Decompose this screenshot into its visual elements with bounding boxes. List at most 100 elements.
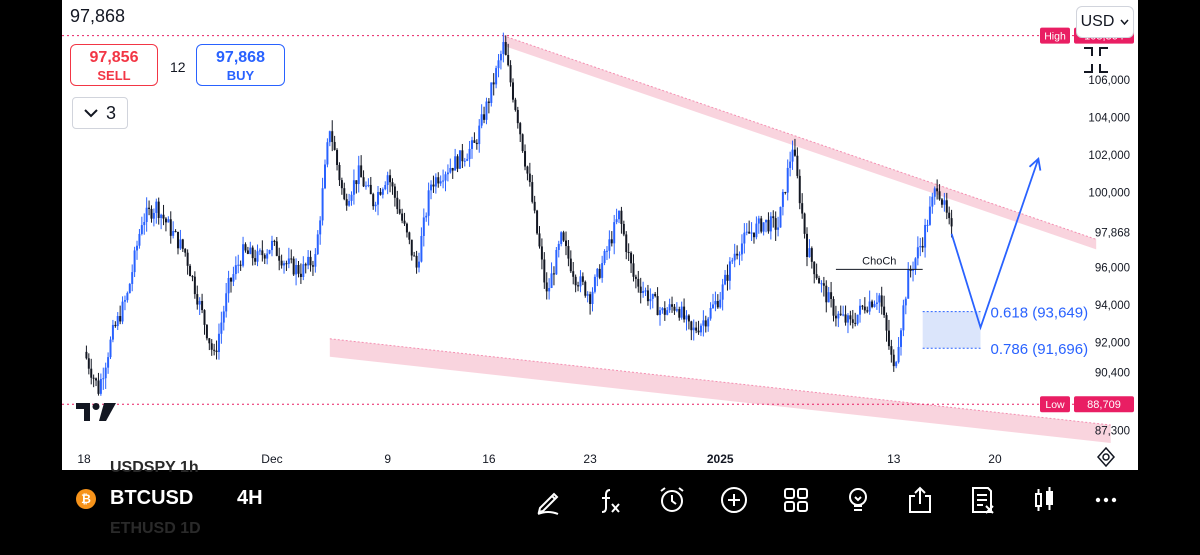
candle-body: [189, 265, 192, 277]
candle-body: [461, 150, 464, 162]
add-icon[interactable]: [718, 484, 750, 516]
layout-icon[interactable]: [780, 484, 812, 516]
candle-body: [738, 254, 741, 256]
candle-body: [256, 251, 259, 262]
candle-body: [750, 232, 753, 234]
candle-body: [637, 278, 640, 287]
sell-button[interactable]: 97,856 SELL: [70, 44, 158, 86]
candle-body: [497, 60, 500, 69]
candle-body: [668, 304, 671, 311]
candle-body: [364, 185, 367, 187]
candle-body: [237, 264, 240, 266]
candle-body: [803, 213, 806, 234]
watchlist-icon[interactable]: [966, 484, 998, 516]
candle-body: [249, 247, 252, 254]
candle-body: [345, 199, 348, 206]
candle-body: [793, 149, 796, 156]
alarm-icon[interactable]: [656, 484, 688, 516]
candle-body: [157, 201, 160, 219]
prev-symbol[interactable]: USDSPY 1h: [110, 459, 199, 476]
candle-body: [386, 175, 389, 185]
candle-body: [340, 180, 343, 189]
indicators-collapse-button[interactable]: 3: [72, 97, 128, 129]
candle-body: [167, 219, 170, 223]
candle-body: [887, 330, 890, 347]
chart-type-icon[interactable]: [1028, 484, 1060, 516]
timeframe-button[interactable]: 4H: [237, 487, 263, 509]
chevron-down-icon: [84, 109, 98, 118]
candle-body: [150, 208, 153, 219]
more-icon[interactable]: [1090, 484, 1122, 516]
candle-body: [114, 324, 117, 327]
candle-body: [673, 306, 676, 311]
candle-body: [97, 380, 100, 394]
candle-body: [639, 286, 642, 294]
candle-body: [164, 218, 167, 223]
upper-channel-edge: [503, 35, 1097, 240]
candle-body: [519, 123, 522, 135]
candle-body: [938, 191, 941, 200]
draw-icon[interactable]: [532, 484, 564, 516]
candle-body: [140, 225, 143, 234]
next-symbol[interactable]: ETHUSD 1D: [110, 520, 201, 537]
candle-body: [362, 177, 365, 187]
candle-body: [499, 53, 502, 61]
candle-body: [398, 209, 401, 214]
candle-body: [601, 263, 604, 278]
candle-body: [716, 300, 719, 308]
candle-body: [777, 227, 780, 230]
candle-body: [155, 201, 158, 213]
candle-body: [521, 134, 524, 152]
candle-body: [781, 192, 784, 207]
candle-body: [396, 197, 399, 210]
chevron-down-icon: [1120, 19, 1129, 25]
formula-icon[interactable]: [594, 484, 626, 516]
candle-body: [251, 247, 254, 259]
candle-body: [796, 155, 799, 176]
price-tick-label: 87,300: [1095, 426, 1130, 438]
candle-body: [131, 272, 134, 284]
candle-body: [278, 255, 281, 261]
candle-body: [338, 165, 341, 181]
fullscreen-corner: [1099, 64, 1108, 73]
candle-body: [145, 207, 148, 223]
price-chart[interactable]: 0.618 (93,649) 0.786 (91,696) ChoCh 106,000…: [62, 0, 1138, 470]
candle-body: [217, 333, 220, 353]
candle-body: [280, 260, 283, 266]
buy-button[interactable]: 97,868 BUY: [196, 44, 285, 86]
settings-icon[interactable]: [1096, 447, 1116, 467]
candle-body: [726, 274, 729, 281]
candle-body: [765, 219, 768, 223]
time-tick-label: 9: [384, 452, 391, 466]
candle-body: [319, 220, 322, 235]
candle-body: [675, 309, 678, 311]
candle-body: [422, 217, 425, 236]
candle-body: [598, 268, 601, 278]
candle-body: [550, 273, 553, 288]
candle-body: [138, 233, 141, 246]
currency-selector[interactable]: USD: [1076, 6, 1134, 38]
candle-body: [389, 175, 392, 183]
candle-body: [273, 240, 276, 242]
candle-body: [417, 261, 420, 268]
candle-body: [372, 194, 375, 207]
candle-body: [818, 278, 821, 284]
candle-body: [883, 306, 886, 316]
candle-body: [471, 140, 474, 149]
candle-body: [384, 184, 387, 190]
candle-body: [743, 232, 746, 244]
candle-body: [610, 239, 613, 244]
candle-body: [85, 351, 88, 359]
bottom-toolbar: USDSPY 1h ₿ BTCUSD 4H ETHUSD 1D: [62, 459, 1138, 537]
share-icon[interactable]: [904, 484, 936, 516]
candle-body: [502, 42, 505, 54]
time-tick-label: 16: [482, 452, 496, 466]
chart-panel[interactable]: 0.618 (93,649) 0.786 (91,696) ChoCh 106,000…: [62, 0, 1138, 470]
fullscreen-icon[interactable]: [1084, 47, 1108, 73]
price-tick-label: 90,400: [1095, 368, 1130, 380]
idea-icon[interactable]: [842, 484, 874, 516]
candle-body: [683, 306, 686, 320]
candle-body: [931, 196, 934, 207]
candle-body: [405, 223, 408, 233]
symbol-name[interactable]: BTCUSD: [110, 487, 194, 509]
